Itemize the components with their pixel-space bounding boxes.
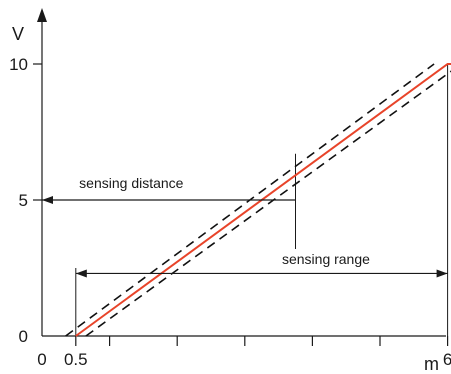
y-axis-arrowhead [37,8,47,22]
x-tick-label: 0.5 [64,350,88,369]
x-axis-unit: m [424,354,439,374]
x-tick-label: 6 [443,350,451,369]
annotations: sensing distance sensing range [42,175,448,278]
annotation-label: sensing distance [79,175,184,191]
y-tick-label: 5 [19,191,28,210]
y-axis-unit: V [12,24,24,44]
axes: V m [12,8,446,374]
y-tick-label: 0 [19,327,28,346]
x-tick-label: 0 [37,350,46,369]
y-tick-label: 10 [9,55,28,74]
x-ticks: 0 0.5 6 [37,336,451,369]
characteristic-line [75,63,451,337]
reference-lines [75,64,449,336]
annotation-label: sensing range [282,251,370,267]
y-ticks: 0 5 10 [9,55,42,346]
